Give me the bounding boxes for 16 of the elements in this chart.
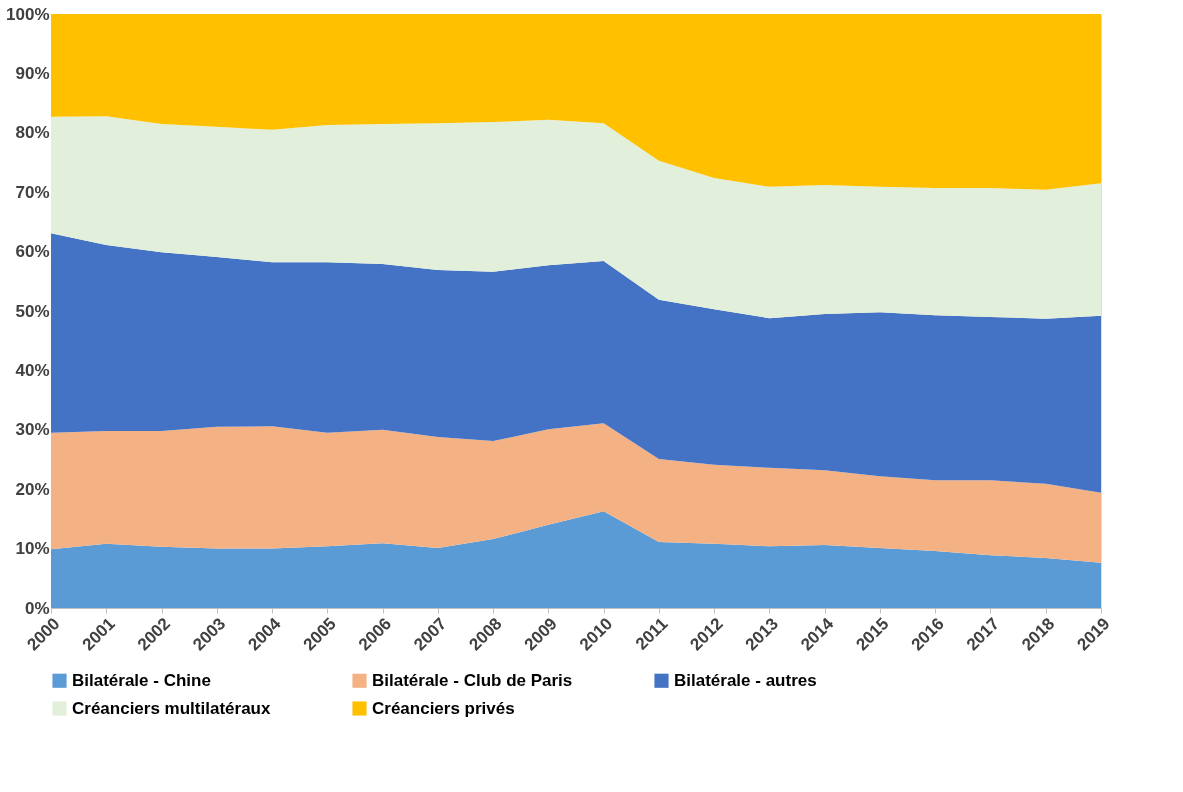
legend-label: Bilatérale - Chine [72, 670, 211, 690]
y-tick-label: 70% [15, 182, 50, 202]
y-tick-label: 90% [15, 63, 50, 83]
y-tick-label: 0% [24, 598, 50, 618]
y-tick-label: 50% [15, 301, 50, 321]
y-tick-label: 30% [15, 420, 50, 440]
legend-label: Créanciers multilatéraux [72, 698, 271, 718]
legend-label: Bilatérale - autres [674, 670, 817, 690]
y-tick-label: 10% [15, 539, 50, 559]
y-tick-label: 40% [15, 360, 50, 380]
y-tick-label: 100% [6, 4, 50, 24]
y-tick-label: 20% [15, 479, 50, 499]
y-tick-label: 60% [15, 242, 50, 262]
legend-label: Créanciers privés [372, 698, 515, 718]
y-tick-label: 80% [15, 123, 50, 143]
legend-label: Bilatérale - Club de Paris [372, 670, 573, 690]
